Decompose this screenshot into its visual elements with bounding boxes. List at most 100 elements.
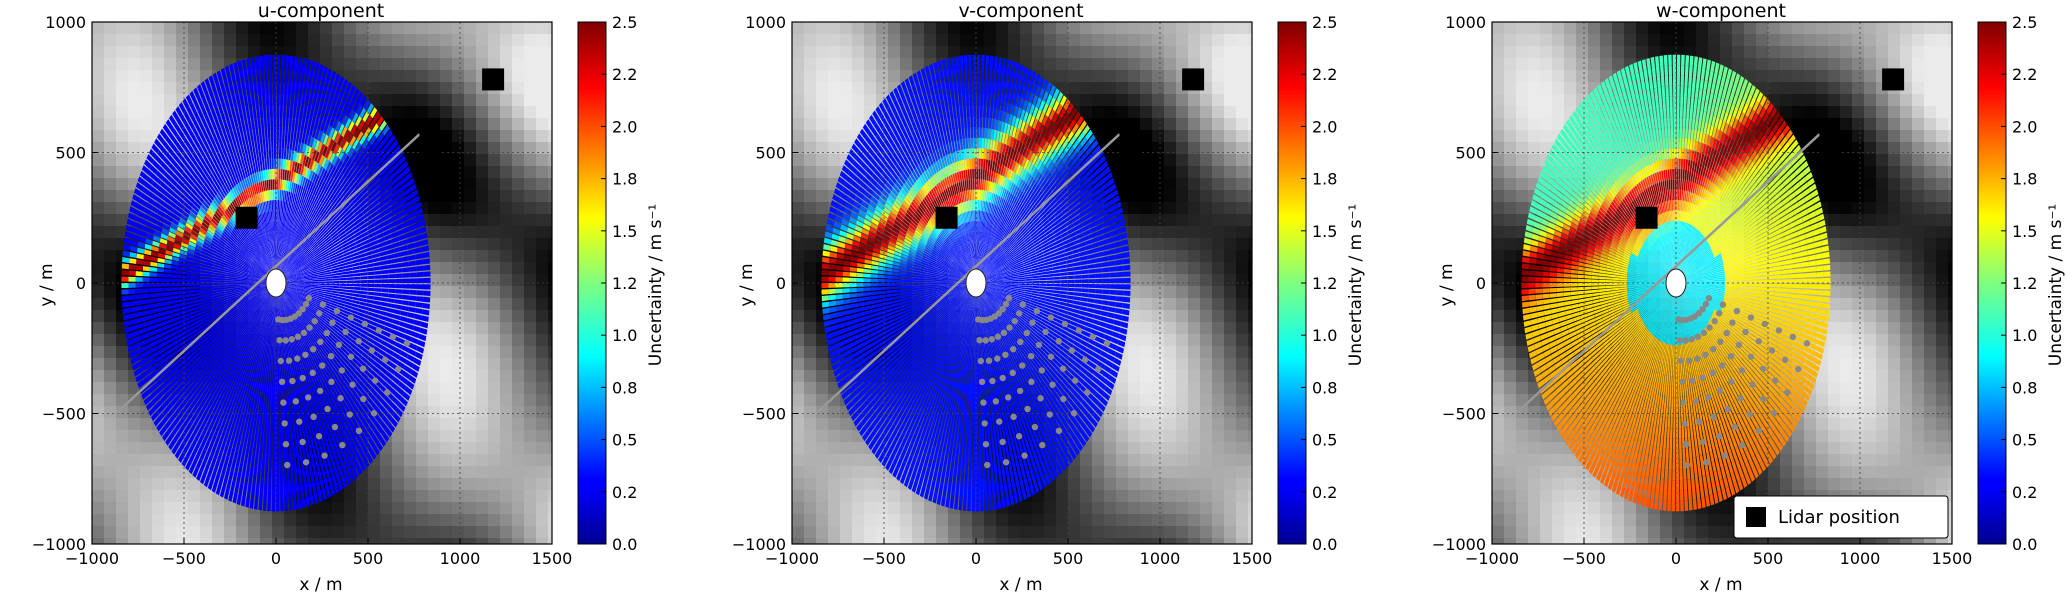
scan-segment: [416, 284, 424, 290]
scan-segment: [215, 331, 223, 339]
scan-segment: [346, 328, 354, 335]
scan-segment: [402, 267, 410, 273]
scan-segment: [257, 226, 262, 237]
scan-segment: [296, 67, 302, 79]
scan-segment: [282, 190, 285, 201]
scan-segment: [213, 326, 221, 334]
scan-segment: [287, 427, 291, 438]
scan-segment: [301, 239, 308, 248]
scan-segment: [279, 344, 282, 356]
scan-segment: [185, 459, 192, 471]
scan-segment: [303, 485, 309, 497]
scan-segment: [238, 373, 243, 384]
scan-segment: [295, 77, 300, 89]
scan-segment: [273, 137, 276, 149]
scan-segment: [211, 385, 218, 395]
scan-segment: [222, 171, 229, 182]
scan-segment: [392, 351, 401, 360]
scan-segment: [287, 212, 290, 224]
scan-segment: [253, 301, 260, 309]
scan-segment: [351, 443, 358, 455]
scan-segment: [268, 479, 272, 491]
scan-segment: [374, 292, 382, 297]
scan-segment: [303, 273, 311, 276]
scan-segment: [419, 327, 428, 335]
scan-segment: [296, 232, 302, 242]
scan-segment: [258, 373, 262, 384]
scan-segment: [245, 122, 250, 134]
scan-segment: [170, 335, 178, 343]
scan-segment: [219, 188, 226, 199]
scan-segment: [215, 210, 222, 220]
scan-segment: [185, 149, 193, 160]
scan-segment: [300, 223, 305, 233]
scan-segment: [311, 358, 317, 369]
scan-segment: [229, 190, 235, 201]
scan-segment: [268, 179, 271, 191]
scan-segment: [276, 116, 280, 128]
scan-segment: [245, 378, 251, 390]
scan-segment: [311, 115, 317, 127]
scan-segment: [256, 272, 263, 277]
scan-segment: [246, 356, 251, 367]
scan-segment: [218, 317, 226, 324]
scan-segment: [330, 70, 337, 83]
scan-segment: [223, 420, 229, 432]
scan-segment: [162, 398, 170, 409]
scan-segment: [199, 131, 206, 143]
scan-segment: [305, 191, 311, 202]
scan-segment: [253, 435, 258, 447]
scan-segment: [277, 241, 279, 252]
scan-segment: [159, 320, 168, 327]
scan-segment: [258, 181, 262, 193]
scan-segment: [228, 264, 236, 269]
scan-segment: [320, 109, 326, 121]
panel-u: u-component −1000 −500 0 500 1000 1500−1000−5…: [32, 0, 666, 594]
scan-segment: [390, 139, 399, 150]
scan-segment: [197, 434, 204, 446]
scan-segment: [287, 235, 292, 246]
scan-segment: [313, 162, 319, 173]
scan-segment: [271, 490, 276, 501]
scan-segment: [249, 466, 254, 478]
scan-segment: [274, 241, 276, 252]
scan-segment: [178, 145, 186, 156]
scan-segment: [137, 241, 146, 249]
scan-segment: [401, 300, 409, 306]
scan-segment: [256, 478, 260, 490]
scan-segment: [309, 319, 316, 328]
scan-segment: [381, 335, 390, 343]
scan-segment: [364, 246, 372, 253]
scan-segment: [322, 99, 328, 111]
scan-segment: [226, 180, 233, 191]
scan-segment: [262, 258, 268, 267]
scan-segment: [205, 178, 213, 189]
scan-segment: [312, 185, 318, 196]
scan-segment: [274, 158, 276, 169]
scan-segment: [225, 398, 231, 410]
scan-segment: [278, 345, 280, 356]
scan-segment: [299, 222, 304, 232]
scan-segment: [176, 118, 184, 130]
scan-segment: [341, 318, 349, 325]
scan-segment: [352, 300, 360, 305]
scan-segment: [345, 292, 353, 296]
scan-segment: [405, 231, 413, 239]
scan-segment: [242, 442, 247, 454]
scan-segment: [289, 139, 293, 150]
scan-segment: [367, 287, 375, 292]
scan-segment: [192, 296, 200, 300]
scan-segment: [206, 137, 213, 148]
scan-segment: [191, 272, 199, 276]
scan-segment: [374, 197, 382, 206]
grey-point: [342, 328, 349, 336]
scan-segment: [204, 428, 211, 440]
scan-segment: [334, 243, 342, 250]
scan-segment: [229, 130, 235, 141]
scan-segment: [331, 196, 339, 206]
scan-segment: [165, 135, 173, 147]
scan-segment: [153, 355, 161, 364]
scan-segment: [276, 220, 278, 232]
scan-segment: [158, 210, 166, 218]
